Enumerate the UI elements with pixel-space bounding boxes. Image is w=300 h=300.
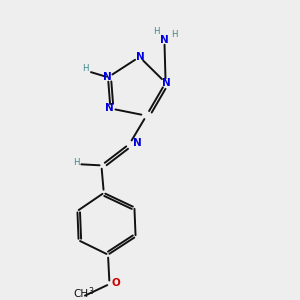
Text: H: H (153, 27, 159, 36)
Text: N: N (162, 78, 171, 88)
Text: H: H (82, 64, 89, 73)
Text: N: N (160, 34, 169, 44)
Text: N: N (133, 138, 142, 148)
Text: O: O (111, 278, 120, 288)
Text: N: N (136, 52, 145, 62)
Text: CH: CH (74, 289, 88, 298)
Text: H: H (74, 158, 80, 167)
Text: N: N (105, 103, 114, 113)
Text: H: H (171, 30, 177, 39)
Text: N: N (103, 72, 112, 82)
Text: 3: 3 (88, 287, 93, 296)
